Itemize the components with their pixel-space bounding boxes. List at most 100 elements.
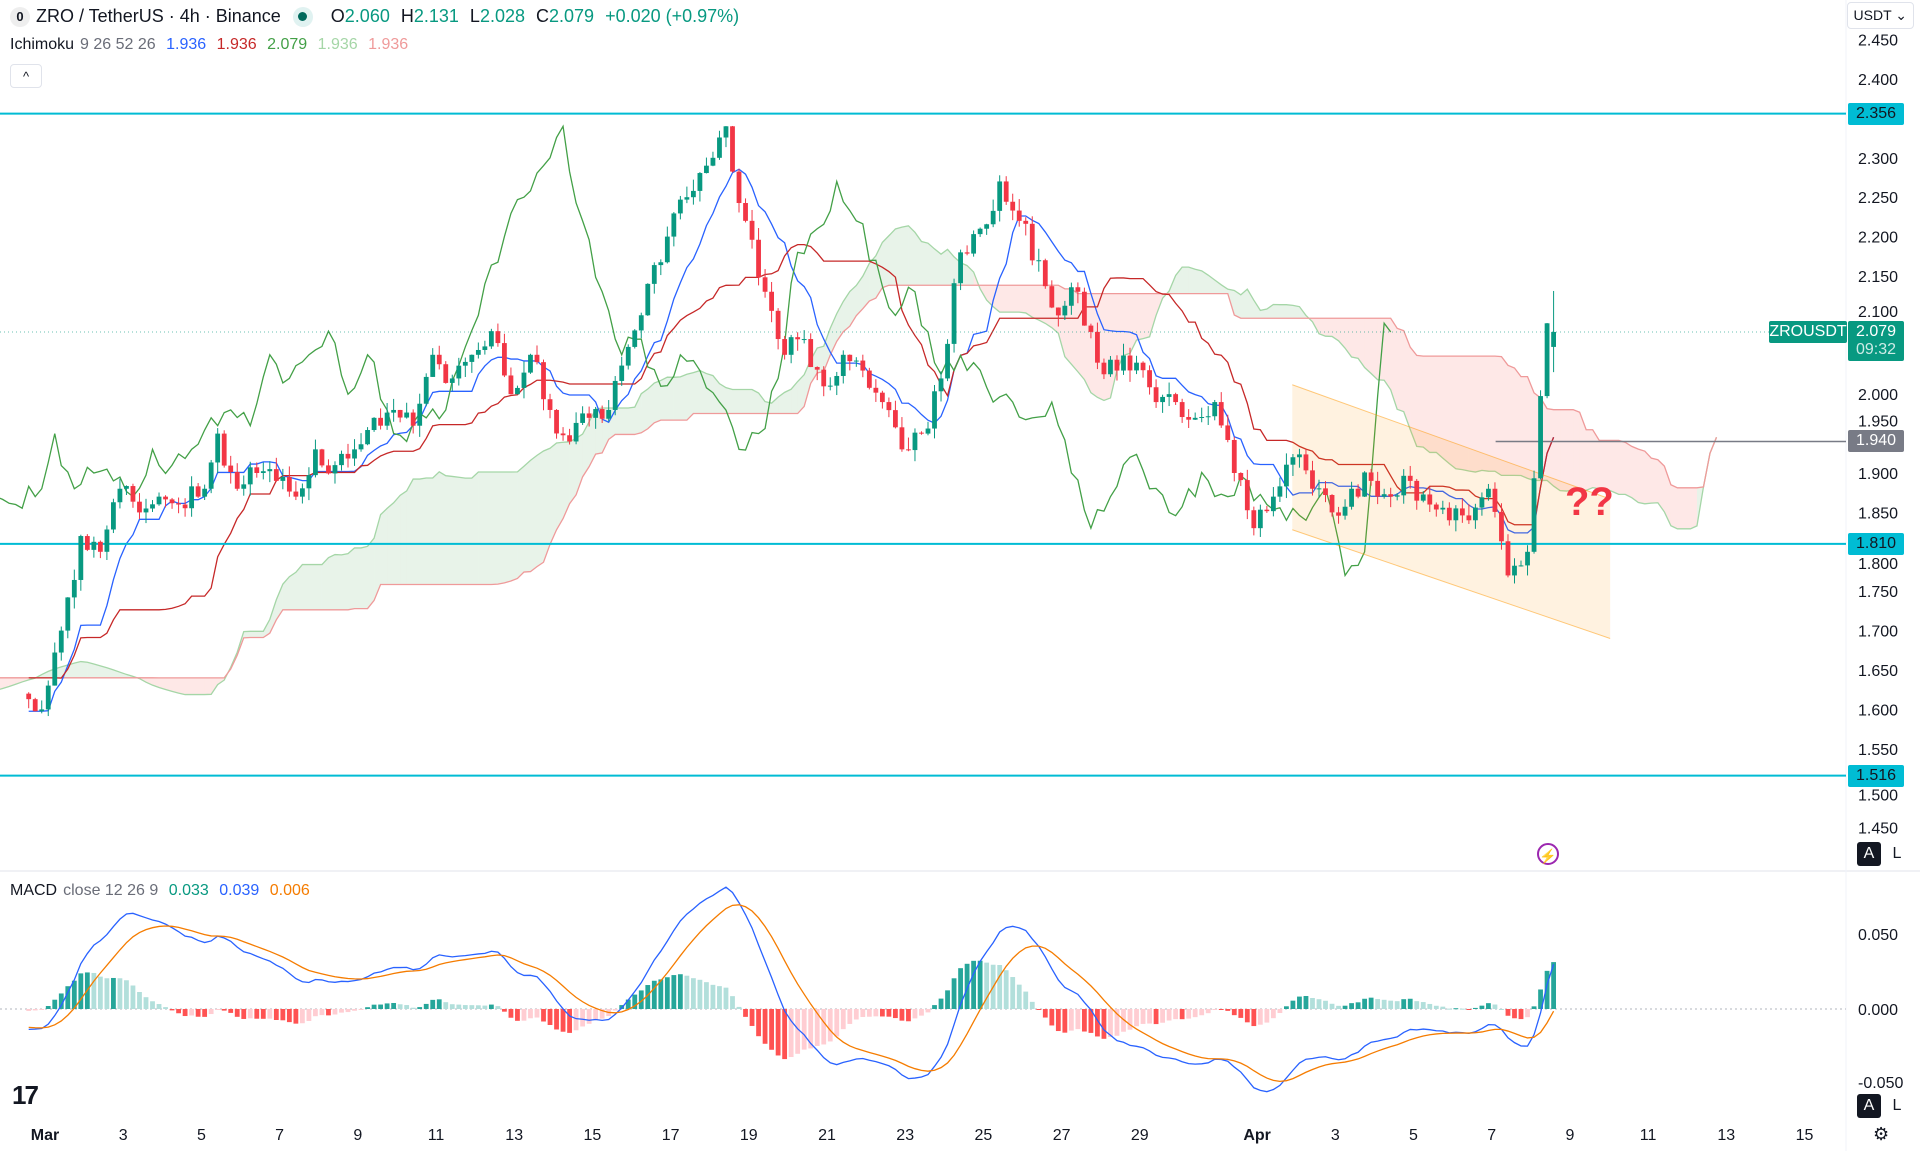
kumo-cloud-segment	[308, 564, 316, 610]
macd-histogram-bar	[743, 1009, 748, 1017]
time-tick: 5	[197, 1127, 206, 1144]
macd-histogram-bar	[58, 993, 64, 1009]
time-tick: 11	[428, 1127, 445, 1144]
kumo-cloud-segment	[1683, 487, 1691, 529]
candle-body	[1166, 394, 1172, 397]
lightning-icon[interactable]: ⚡	[1537, 843, 1559, 865]
kumo-cloud-segment	[993, 285, 1000, 313]
macd-histogram-bar	[443, 1002, 449, 1009]
macd-histogram-bar	[1284, 1006, 1289, 1009]
ichimoku-params: 9 26 52 26	[80, 36, 156, 53]
kumo-cloud-segment	[1638, 449, 1645, 504]
macd-histogram-bar	[749, 1009, 755, 1026]
kumo-cloud-segment	[784, 389, 792, 414]
question-annotation[interactable]: ??	[1565, 480, 1614, 524]
kumo-cloud-segment	[1586, 429, 1593, 491]
candle-body	[221, 433, 227, 466]
macd-histogram-bar	[651, 980, 657, 1009]
kumo-cloud-segment	[778, 392, 785, 414]
macd-histogram-bar	[1531, 1006, 1537, 1009]
kumo-cloud-segment	[471, 471, 479, 585]
macd-histogram-bar	[410, 1007, 416, 1009]
kumo-cloud-segment	[1625, 442, 1632, 498]
kumo-cloud-segment	[1253, 300, 1261, 319]
macd-histogram-bar	[1042, 1009, 1048, 1018]
kumo-cloud-segment	[1240, 289, 1248, 319]
candle-body	[195, 486, 201, 497]
kumo-cloud-segment	[582, 421, 590, 477]
ichimoku-legend[interactable]: Ichimoku 9 26 52 26 1.936 1.936 2.079 1.9…	[10, 36, 414, 54]
candle-body	[1472, 507, 1478, 521]
macd-histogram-bar	[326, 1009, 331, 1016]
macd-histogram-bar	[1238, 1009, 1244, 1018]
kumo-cloud-segment	[719, 383, 726, 414]
kumo-cloud-segment	[791, 381, 798, 414]
close-key: C	[536, 6, 549, 26]
candle-body	[638, 315, 644, 331]
macd-histogram-bar	[521, 1009, 527, 1021]
auto-scale-button[interactable]: A	[1857, 842, 1881, 866]
macd-histogram-bar	[495, 1006, 501, 1009]
kumo-cloud-segment	[504, 471, 511, 583]
kumo-cloud-segment	[628, 407, 635, 435]
macd-histogram-bar	[964, 963, 970, 1009]
symbol-title[interactable]: ZRO / TetherUS · 4h · Binance	[36, 6, 281, 26]
kumo-cloud-segment	[797, 374, 805, 414]
candle-body	[143, 508, 149, 513]
kumo-cloud-segment	[517, 466, 524, 579]
macd-histogram-bar	[176, 1009, 181, 1014]
kumo-cloud-segment	[1130, 293, 1137, 354]
candle-body	[684, 197, 690, 200]
candle-body	[736, 171, 742, 204]
macd-histogram-bar	[541, 1009, 546, 1022]
macd-histogram-bar	[1218, 1009, 1224, 1010]
kumo-cloud-segment	[465, 478, 472, 585]
candle-body	[280, 477, 286, 481]
settings-gear-icon[interactable]: ⚙	[1873, 1124, 1890, 1144]
currency-select[interactable]: USDT ⌄	[1846, 2, 1914, 29]
collapse-legend-button[interactable]: ^	[10, 64, 42, 88]
macd-histogram-bar	[65, 986, 71, 1009]
kumo-cloud-segment	[758, 393, 766, 414]
macd-histogram-bar	[599, 1009, 605, 1019]
kumo-cloud-segment	[1332, 318, 1339, 341]
kumo-cloud-segment	[452, 476, 459, 585]
macd-histogram-bar	[1303, 996, 1309, 1009]
macd-histogram-bar	[886, 1009, 892, 1017]
candle-body	[1095, 331, 1100, 363]
macd-histogram-bar	[690, 978, 696, 1009]
macd-log-scale-button[interactable]: L	[1892, 1097, 1902, 1114]
chikou-value: 2.079	[267, 36, 308, 53]
macd-histogram-bar	[717, 986, 722, 1009]
kumo-cloud-segment	[550, 442, 557, 545]
kumo-cloud-segment	[941, 249, 948, 286]
candle-body	[391, 409, 397, 413]
macd-histogram-bar	[567, 1009, 572, 1033]
time-tick: 5	[1409, 1127, 1418, 1144]
macd-histogram-bar	[130, 985, 136, 1009]
macd-histogram-bar	[534, 1009, 540, 1018]
candle-body	[925, 428, 931, 434]
macd-histogram-bar	[391, 1002, 397, 1009]
macd-histogram-bar	[1049, 1009, 1055, 1026]
macd-histogram-bar	[1023, 991, 1029, 1009]
kumo-cloud-segment	[439, 471, 446, 585]
macd-histogram-bar	[1192, 1009, 1198, 1018]
kumo-cloud-segment	[1442, 356, 1450, 464]
kumo-cloud-segment	[497, 471, 505, 585]
macd-histogram-bar	[873, 1009, 879, 1017]
macd-auto-scale-button[interactable]: A	[1857, 1094, 1881, 1118]
candle-body	[488, 331, 494, 347]
candle-body	[814, 367, 820, 370]
tradingview-logo[interactable]: 17	[12, 1080, 39, 1110]
macd-histogram-bar	[932, 1005, 937, 1009]
kumo-cloud-segment	[1208, 275, 1215, 294]
macd-legend[interactable]: MACD close 12 26 9 0.033 0.039 0.006	[10, 882, 316, 900]
time-tick: 7	[1487, 1127, 1496, 1144]
macd-histogram-bar	[1388, 1000, 1394, 1009]
log-scale-button[interactable]: L	[1892, 845, 1902, 862]
time-tick: 21	[818, 1127, 836, 1144]
macd-histogram-bar	[554, 1009, 559, 1030]
kumo-cloud-segment	[478, 471, 485, 585]
